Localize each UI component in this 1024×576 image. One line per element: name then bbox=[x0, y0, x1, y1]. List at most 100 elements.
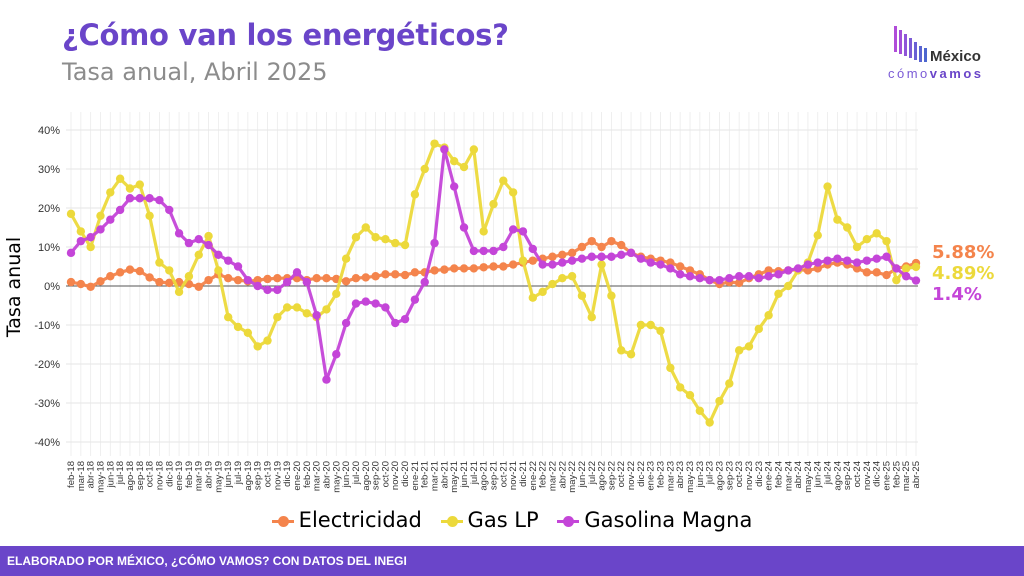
point-gasolina-magna bbox=[96, 225, 105, 234]
point-gas-lp bbox=[273, 313, 282, 322]
x-tick-label: abr-22 bbox=[557, 461, 568, 488]
x-tick-label: sep-24 bbox=[842, 461, 853, 490]
point-gasolina-magna bbox=[823, 256, 832, 265]
point-gas-lp bbox=[882, 236, 891, 246]
x-tick-label: jun-20 bbox=[341, 461, 352, 488]
x-tick-label: abr-25 bbox=[911, 461, 922, 488]
point-gasolina-magna bbox=[518, 227, 528, 236]
x-tick-label: jul-18 bbox=[115, 461, 126, 485]
y-tick-label: -20% bbox=[34, 359, 60, 371]
x-tick-label: abr-21 bbox=[439, 461, 450, 488]
point-gasolina-magna bbox=[833, 254, 842, 263]
page-title: ¿Cómo van los energéticos? bbox=[62, 18, 509, 52]
point-gas-lp bbox=[892, 275, 901, 285]
point-gasolina-magna bbox=[233, 262, 243, 271]
x-tick-label: ago-22 bbox=[597, 461, 608, 491]
point-gas-lp bbox=[420, 164, 429, 174]
point-gasolina-magna bbox=[184, 238, 194, 248]
point-gas-lp bbox=[813, 231, 822, 240]
point-gasolina-magna bbox=[469, 246, 479, 256]
point-gasolina-magna bbox=[341, 318, 351, 328]
point-gasolina-magna bbox=[292, 268, 302, 277]
x-tick-label: may-20 bbox=[331, 461, 342, 493]
legend-item-gas-lp: Gas LP bbox=[440, 508, 539, 532]
x-tick-label: feb-25 bbox=[891, 461, 902, 488]
point-gasolina-magna bbox=[754, 274, 763, 283]
point-gasolina-magna bbox=[538, 260, 547, 269]
point-gas-lp bbox=[263, 336, 272, 345]
point-gas-lp bbox=[538, 287, 547, 297]
x-tick-label: ene-25 bbox=[882, 461, 893, 491]
point-electricidad bbox=[194, 282, 203, 291]
y-tick-label: 20% bbox=[38, 203, 60, 215]
x-tick-label: ene-23 bbox=[646, 461, 657, 491]
point-gasolina-magna bbox=[843, 256, 852, 265]
point-gas-lp bbox=[204, 231, 213, 241]
point-gas-lp bbox=[233, 322, 243, 332]
point-electricidad bbox=[86, 282, 95, 291]
point-gasolina-magna bbox=[479, 246, 488, 256]
y-tick-label: 40% bbox=[38, 125, 60, 137]
point-gas-lp bbox=[371, 233, 380, 242]
point-gasolina-magna bbox=[725, 274, 734, 283]
point-gas-lp bbox=[666, 363, 675, 373]
point-gas-lp bbox=[872, 229, 881, 238]
point-gasolina-magna bbox=[155, 196, 164, 205]
x-tick-label: nov-21 bbox=[508, 461, 519, 490]
point-gas-lp bbox=[165, 266, 174, 275]
x-tick-label: mar-22 bbox=[547, 461, 558, 491]
x-tick-label: mar-18 bbox=[76, 461, 87, 491]
point-gasolina-magna bbox=[263, 285, 272, 295]
point-electricidad bbox=[371, 272, 380, 281]
point-electricidad bbox=[597, 242, 606, 252]
x-tick-label: dic-19 bbox=[282, 461, 293, 487]
point-gas-lp bbox=[322, 305, 331, 314]
point-electricidad bbox=[862, 268, 872, 277]
point-gasolina-magna bbox=[125, 194, 135, 203]
point-gasolina-magna bbox=[862, 256, 872, 265]
point-gasolina-magna bbox=[626, 248, 636, 258]
point-gasolina-magna bbox=[617, 250, 626, 259]
x-tick-label: may-24 bbox=[803, 461, 814, 493]
point-gasolina-magna bbox=[715, 275, 724, 285]
point-gas-lp bbox=[626, 350, 636, 359]
point-gas-lp bbox=[567, 272, 577, 281]
point-gasolina-magna bbox=[646, 258, 655, 267]
point-electricidad bbox=[617, 240, 626, 250]
point-gas-lp bbox=[351, 233, 361, 242]
legend-swatch-gasolina-magna bbox=[557, 514, 580, 528]
legend-item-electricidad: Electricidad bbox=[271, 508, 422, 532]
y-axis-label: Tasa anual bbox=[3, 237, 25, 338]
point-gas-lp bbox=[292, 303, 302, 312]
final-label-gas-lp: 4.89% bbox=[932, 263, 994, 284]
page-subtitle: Tasa anual, Abril 2025 bbox=[62, 58, 328, 86]
x-tick-label: sep-20 bbox=[371, 461, 382, 490]
point-gasolina-magna bbox=[115, 205, 125, 215]
point-gas-lp bbox=[381, 235, 390, 244]
point-gasolina-magna bbox=[410, 295, 420, 304]
final-value-labels: 5.88%4.89%1.4% bbox=[932, 242, 994, 305]
point-gasolina-magna bbox=[145, 194, 154, 203]
point-gas-lp bbox=[115, 174, 125, 183]
x-tick-label: oct-19 bbox=[263, 461, 274, 487]
point-gasolina-magna bbox=[449, 182, 459, 191]
point-electricidad bbox=[381, 270, 390, 279]
point-gas-lp bbox=[214, 266, 223, 275]
point-gas-lp bbox=[656, 326, 665, 336]
y-tick-label: 10% bbox=[38, 242, 60, 254]
point-electricidad bbox=[400, 270, 410, 280]
x-tick-label: feb-22 bbox=[538, 461, 549, 488]
point-gas-lp bbox=[784, 281, 793, 291]
point-gasolina-magna bbox=[165, 205, 174, 215]
x-tick-label: jun-22 bbox=[577, 461, 588, 488]
x-tick-label: oct-24 bbox=[852, 461, 863, 487]
point-gas-lp bbox=[410, 190, 420, 199]
point-gas-lp bbox=[862, 235, 872, 244]
x-tick-label: may-22 bbox=[567, 461, 578, 493]
point-gasolina-magna bbox=[351, 299, 361, 308]
point-gas-lp bbox=[489, 199, 498, 209]
point-gasolina-magna bbox=[813, 258, 822, 267]
point-gas-lp bbox=[194, 250, 203, 259]
point-gas-lp bbox=[145, 211, 154, 220]
x-tick-label: oct-21 bbox=[498, 461, 509, 487]
